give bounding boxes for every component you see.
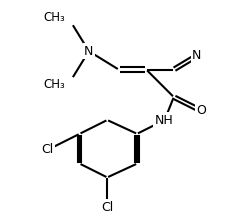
- Text: Cl: Cl: [101, 201, 113, 214]
- Text: CH₃: CH₃: [44, 78, 65, 91]
- Text: N: N: [192, 49, 201, 62]
- Text: N: N: [84, 45, 94, 58]
- Text: Cl: Cl: [41, 143, 54, 156]
- Text: CH₃: CH₃: [44, 11, 65, 24]
- Text: O: O: [197, 104, 206, 117]
- Text: NH: NH: [155, 114, 174, 127]
